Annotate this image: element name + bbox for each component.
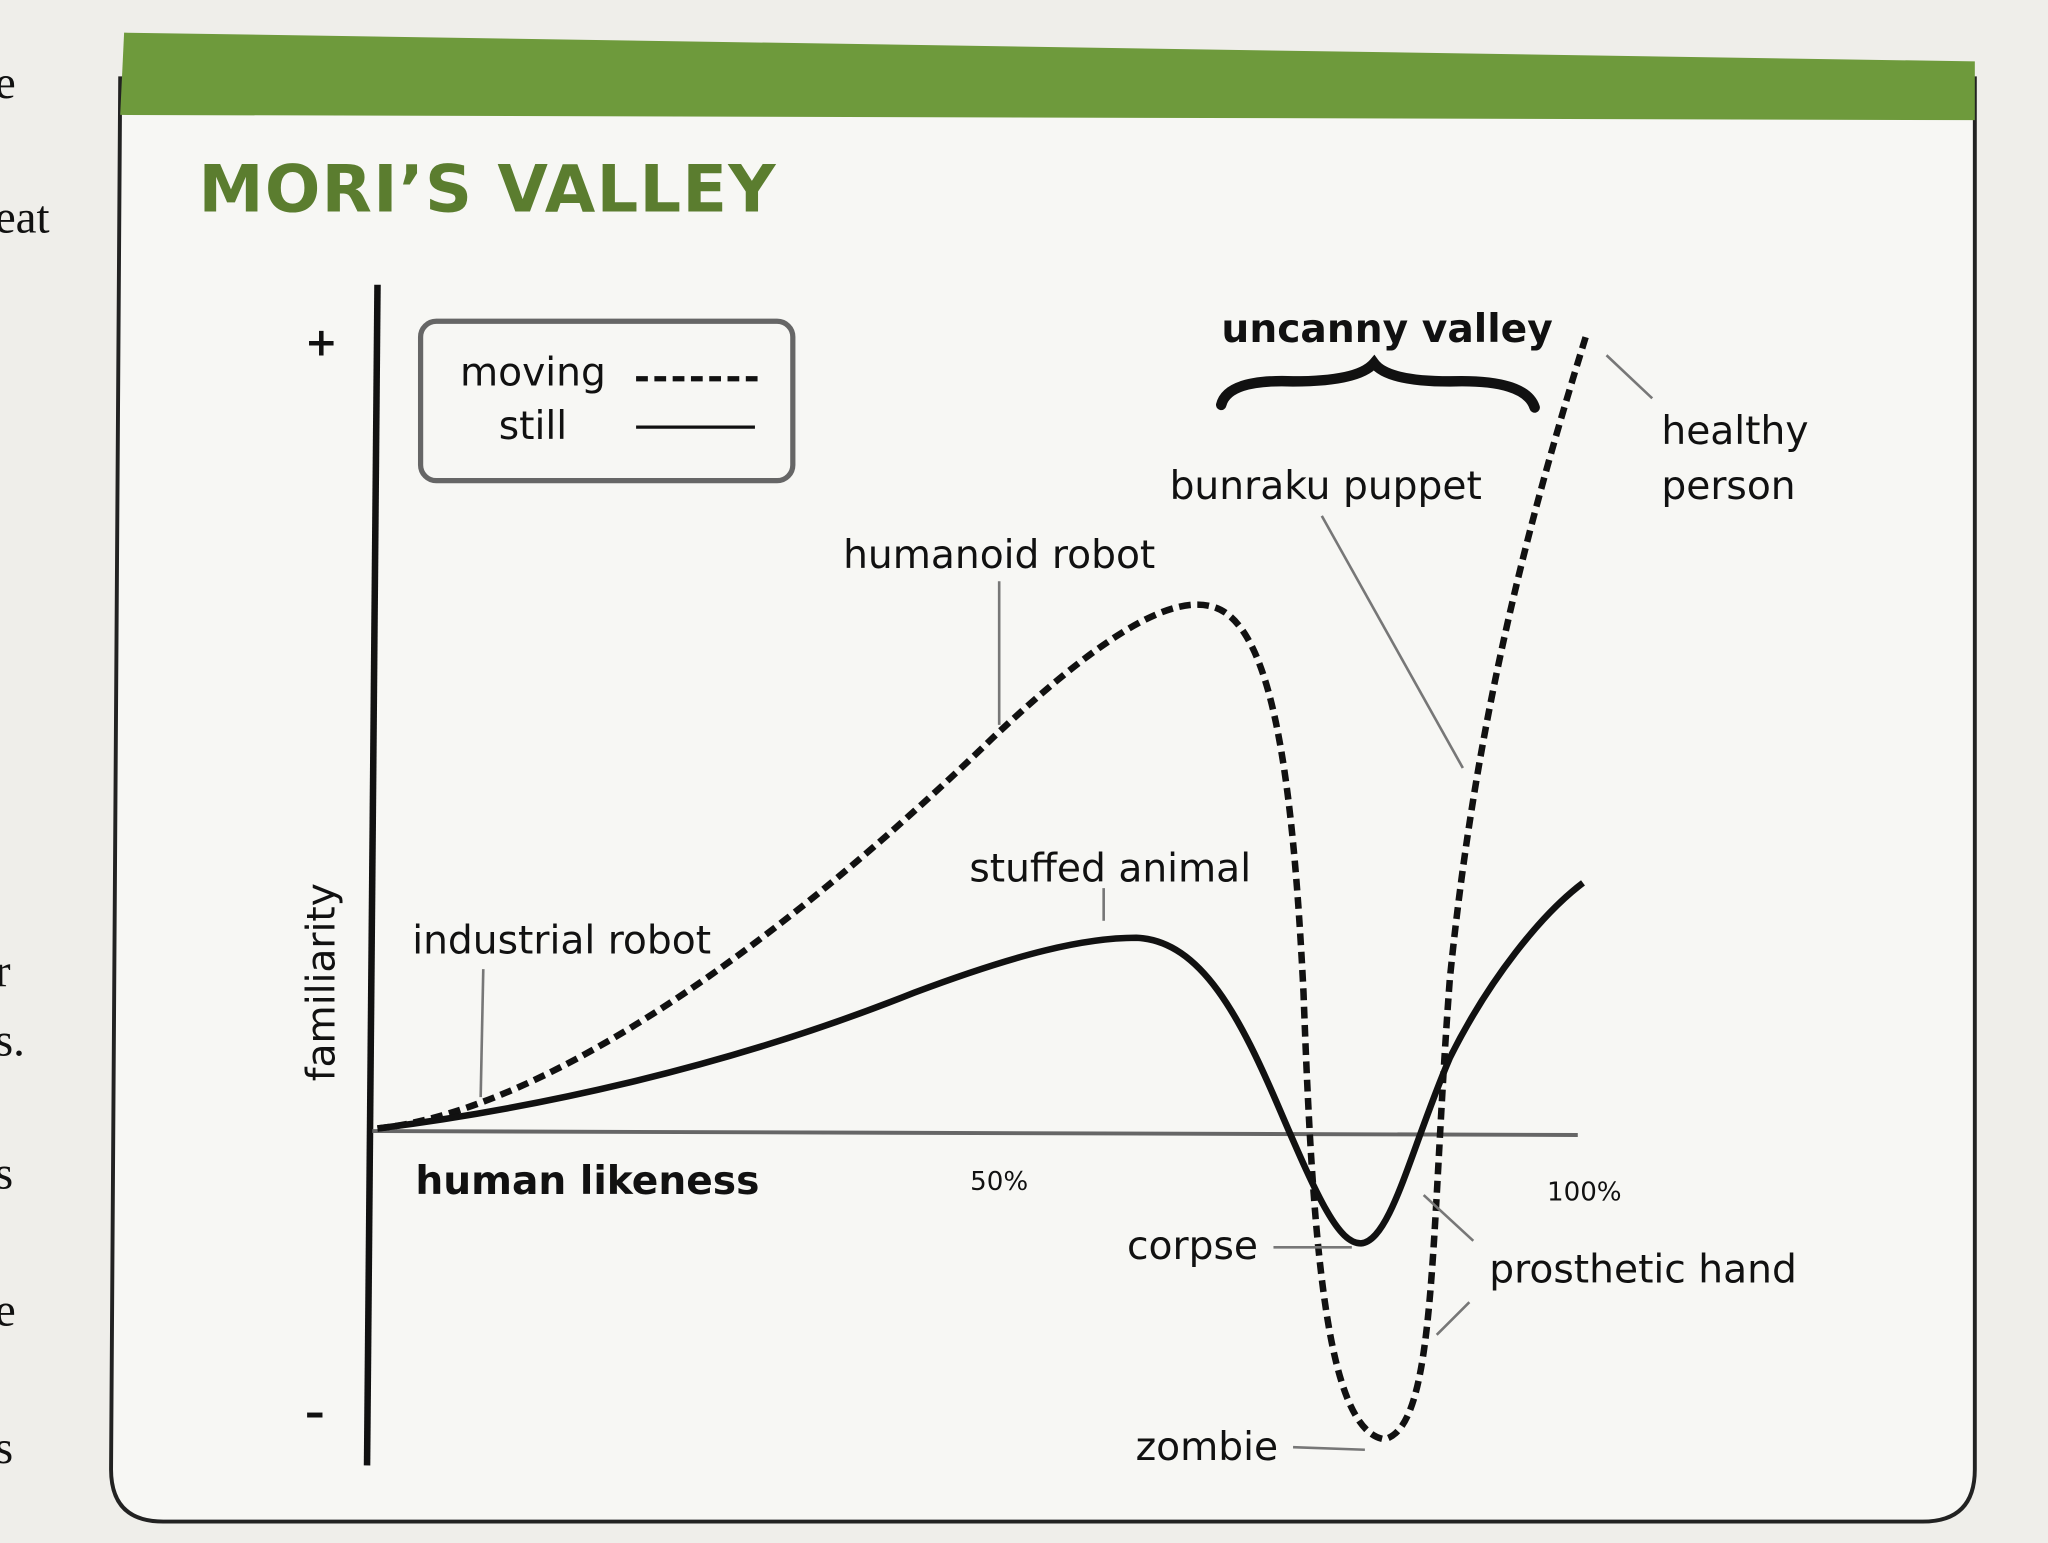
moving-curve bbox=[377, 332, 1591, 1443]
legend-box bbox=[417, 318, 796, 484]
x-tick-label: 100% bbox=[1547, 1177, 1622, 1207]
x-axis-label: human likeness bbox=[415, 1159, 759, 1204]
bracket-label: uncanny valley bbox=[1221, 307, 1552, 352]
annotation: prosthetic hand bbox=[1489, 1248, 1797, 1293]
margin-text: e bbox=[0, 57, 16, 109]
margin-text: e bbox=[0, 1285, 16, 1337]
still-curve bbox=[377, 880, 1585, 1247]
title: MORI’S VALLEY bbox=[199, 152, 777, 228]
legend-label: still bbox=[499, 404, 567, 449]
leader-line bbox=[479, 969, 485, 1098]
leader-line bbox=[1293, 1445, 1365, 1452]
margin-text: s bbox=[0, 1148, 13, 1200]
y-axis-label: familiarity bbox=[299, 883, 344, 1081]
margin-text: r bbox=[0, 945, 11, 997]
annotation: healthy bbox=[1661, 409, 1808, 454]
annotation: industrial robot bbox=[412, 918, 711, 963]
y-axis bbox=[363, 284, 381, 1466]
y-plus: + bbox=[305, 320, 338, 365]
leader-line bbox=[1435, 1301, 1471, 1336]
annotation: corpse bbox=[1127, 1224, 1258, 1269]
header-bar bbox=[120, 32, 1975, 121]
margin-text: s. bbox=[0, 1014, 25, 1066]
leader-line bbox=[1422, 1194, 1475, 1242]
legend-label: moving bbox=[460, 350, 606, 395]
x-axis bbox=[372, 1129, 1578, 1137]
annotation: stuffed animal bbox=[969, 847, 1251, 892]
leader-line bbox=[1320, 515, 1464, 769]
margin-text: s bbox=[0, 1422, 13, 1474]
x-tick-label: 50% bbox=[970, 1167, 1028, 1197]
leader-line bbox=[1605, 354, 1654, 400]
annotation: person bbox=[1661, 464, 1795, 509]
annotation: bunraku puppet bbox=[1170, 464, 1482, 509]
y-minus: – bbox=[305, 1391, 325, 1436]
annotation: zombie bbox=[1136, 1425, 1279, 1470]
card bbox=[109, 76, 1977, 1524]
annotation: humanoid robot bbox=[843, 533, 1155, 578]
brace bbox=[1215, 354, 1540, 413]
margin-text: eat bbox=[0, 191, 50, 243]
